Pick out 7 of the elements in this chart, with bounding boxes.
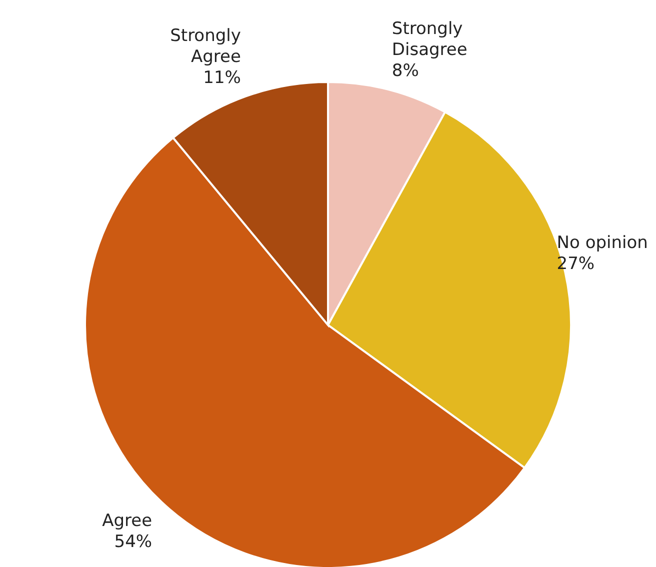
slice-label: Strongly Agree: [170, 26, 241, 68]
data-label: 11%: [203, 68, 241, 88]
data-label: 8%: [392, 61, 419, 82]
slice-label: No opinion: [556, 232, 648, 253]
slice-label: Agree: [102, 510, 152, 531]
data-label: 54%: [114, 532, 152, 552]
slice-label: Strongly Disagree: [392, 19, 468, 60]
